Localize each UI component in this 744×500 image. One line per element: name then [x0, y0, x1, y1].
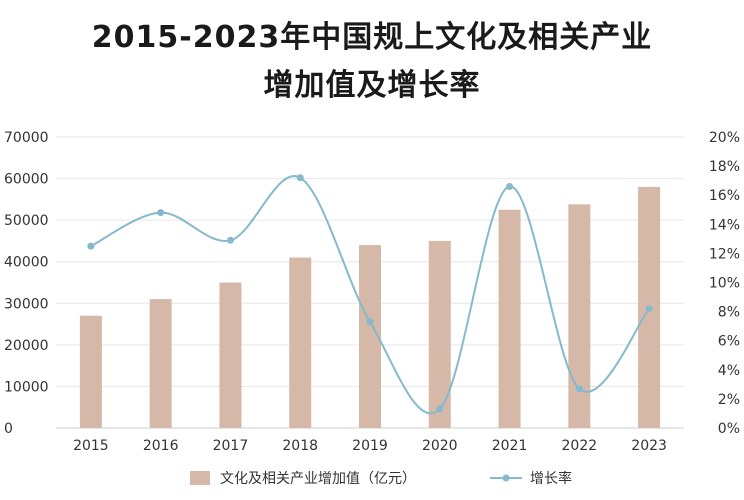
y-right-tick-label: 12%: [709, 246, 740, 262]
legend-bar-label: 文化及相关产业增加值（亿元）: [220, 471, 416, 487]
y-right-tick-label: 6%: [718, 334, 740, 350]
x-tick-label: 2016: [143, 438, 179, 454]
x-tick-label: 2020: [422, 438, 458, 454]
growth-point-2022: [575, 385, 583, 393]
y-right-tick-label: 16%: [709, 188, 740, 204]
y-right-tick-label: 8%: [718, 305, 740, 321]
y-right-tick-label: 0%: [718, 421, 740, 437]
x-tick-label: 2015: [73, 438, 109, 454]
y-left-tick-label: 0: [4, 421, 13, 437]
bar-2018: [289, 257, 312, 428]
growth-point-2021: [506, 182, 514, 190]
y-left-tick-label: 10000: [4, 379, 49, 395]
growth-point-2020: [436, 405, 444, 413]
growth-rate-line: [90, 175, 650, 415]
legend-bar-swatch: [190, 471, 210, 485]
y-right-tick-label: 18%: [709, 159, 740, 175]
x-tick-label: 2017: [213, 438, 249, 454]
y-left-tick-label: 50000: [4, 213, 49, 229]
bar-2015: [79, 315, 102, 428]
growth-point-2015: [87, 242, 95, 250]
y-right-tick-label: 10%: [709, 276, 740, 292]
chart-title-line-2: 增加值及增长率: [263, 68, 481, 103]
y-left-tick-label: 70000: [4, 130, 49, 146]
growth-point-2016: [157, 209, 165, 217]
y-left-tick-label: 40000: [4, 255, 49, 271]
growth-point-2019: [366, 318, 374, 326]
y-right-tick-label: 14%: [709, 217, 740, 233]
x-tick-label: 2019: [352, 438, 388, 454]
bar-2016: [149, 299, 172, 428]
growth-point-2018: [296, 174, 304, 182]
bar-2019: [359, 245, 381, 428]
x-tick-label: 2022: [562, 438, 598, 454]
growth-point-2023: [645, 305, 653, 313]
growth-point-2017: [226, 236, 234, 244]
x-tick-label: 2018: [282, 438, 318, 454]
y-left-tick-label: 60000: [4, 172, 49, 188]
legend-line-marker: [502, 474, 510, 482]
y-right-tick-label: 20%: [709, 130, 740, 146]
x-tick-label: 2023: [631, 438, 667, 454]
legend-line-label: 增长率: [530, 470, 572, 487]
y-right-tick-label: 4%: [718, 363, 740, 379]
x-tick-label: 2021: [492, 438, 528, 454]
bar-2017: [219, 282, 242, 428]
chart-title-line-1: 2015-2023年中国规上文化及相关产业: [91, 20, 653, 55]
bar-2021: [498, 209, 521, 428]
y-left-tick-label: 20000: [4, 338, 49, 354]
bar-2020: [428, 240, 451, 428]
bar-2022: [568, 204, 591, 428]
y-left-tick-label: 30000: [4, 296, 49, 312]
y-right-tick-label: 2%: [718, 392, 740, 408]
